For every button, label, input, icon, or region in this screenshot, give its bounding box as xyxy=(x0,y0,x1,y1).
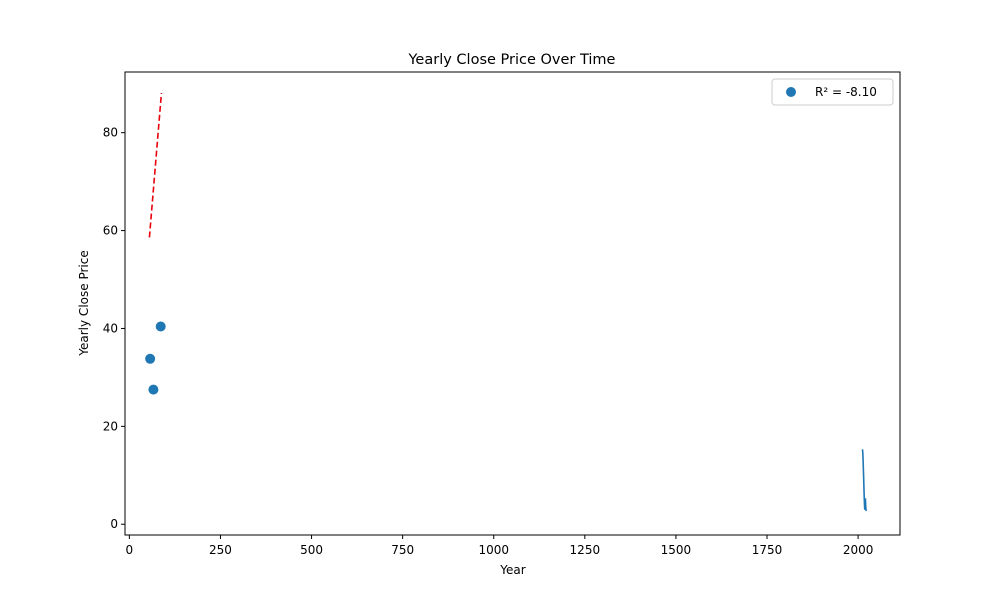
x-tick-label: 0 xyxy=(126,543,134,557)
legend: R² = -8.10 xyxy=(771,78,894,106)
scatter-point xyxy=(145,353,156,364)
fit-line xyxy=(148,92,163,238)
x-tick-label: 750 xyxy=(391,543,414,557)
y-tick-label: 80 xyxy=(103,126,118,140)
legend-label: R² = -8.10 xyxy=(815,85,877,99)
y-tick-label: 40 xyxy=(103,321,118,335)
x-tick-label: 1000 xyxy=(478,543,509,557)
legend-frame xyxy=(771,78,894,106)
chart-title: Yearly Close Price Over Time xyxy=(408,52,616,68)
y-tick-label: 0 xyxy=(110,517,118,531)
x-tick-label: 1250 xyxy=(570,543,601,557)
y-tick-label: 60 xyxy=(103,224,118,238)
y-axis-label: Yearly Close Price xyxy=(77,250,91,356)
x-tick-label: 1500 xyxy=(661,543,692,557)
scatter-point xyxy=(155,321,166,332)
legend-marker xyxy=(786,87,796,97)
x-tick-label: 1750 xyxy=(752,543,783,557)
plot-area: 0 250 500 750 1000 1250 1500 1750 2000 0 20 40 60 80 xyxy=(103,71,901,557)
y-tick-label: 20 xyxy=(103,419,118,433)
x-tick-label: 250 xyxy=(209,543,232,557)
axes-frame xyxy=(124,71,901,536)
x-tick-label: 500 xyxy=(300,543,323,557)
x-axis-label: Year xyxy=(499,563,525,577)
scatter-point xyxy=(148,384,159,395)
x-tick-label: 2000 xyxy=(843,543,874,557)
series-line xyxy=(861,449,867,512)
